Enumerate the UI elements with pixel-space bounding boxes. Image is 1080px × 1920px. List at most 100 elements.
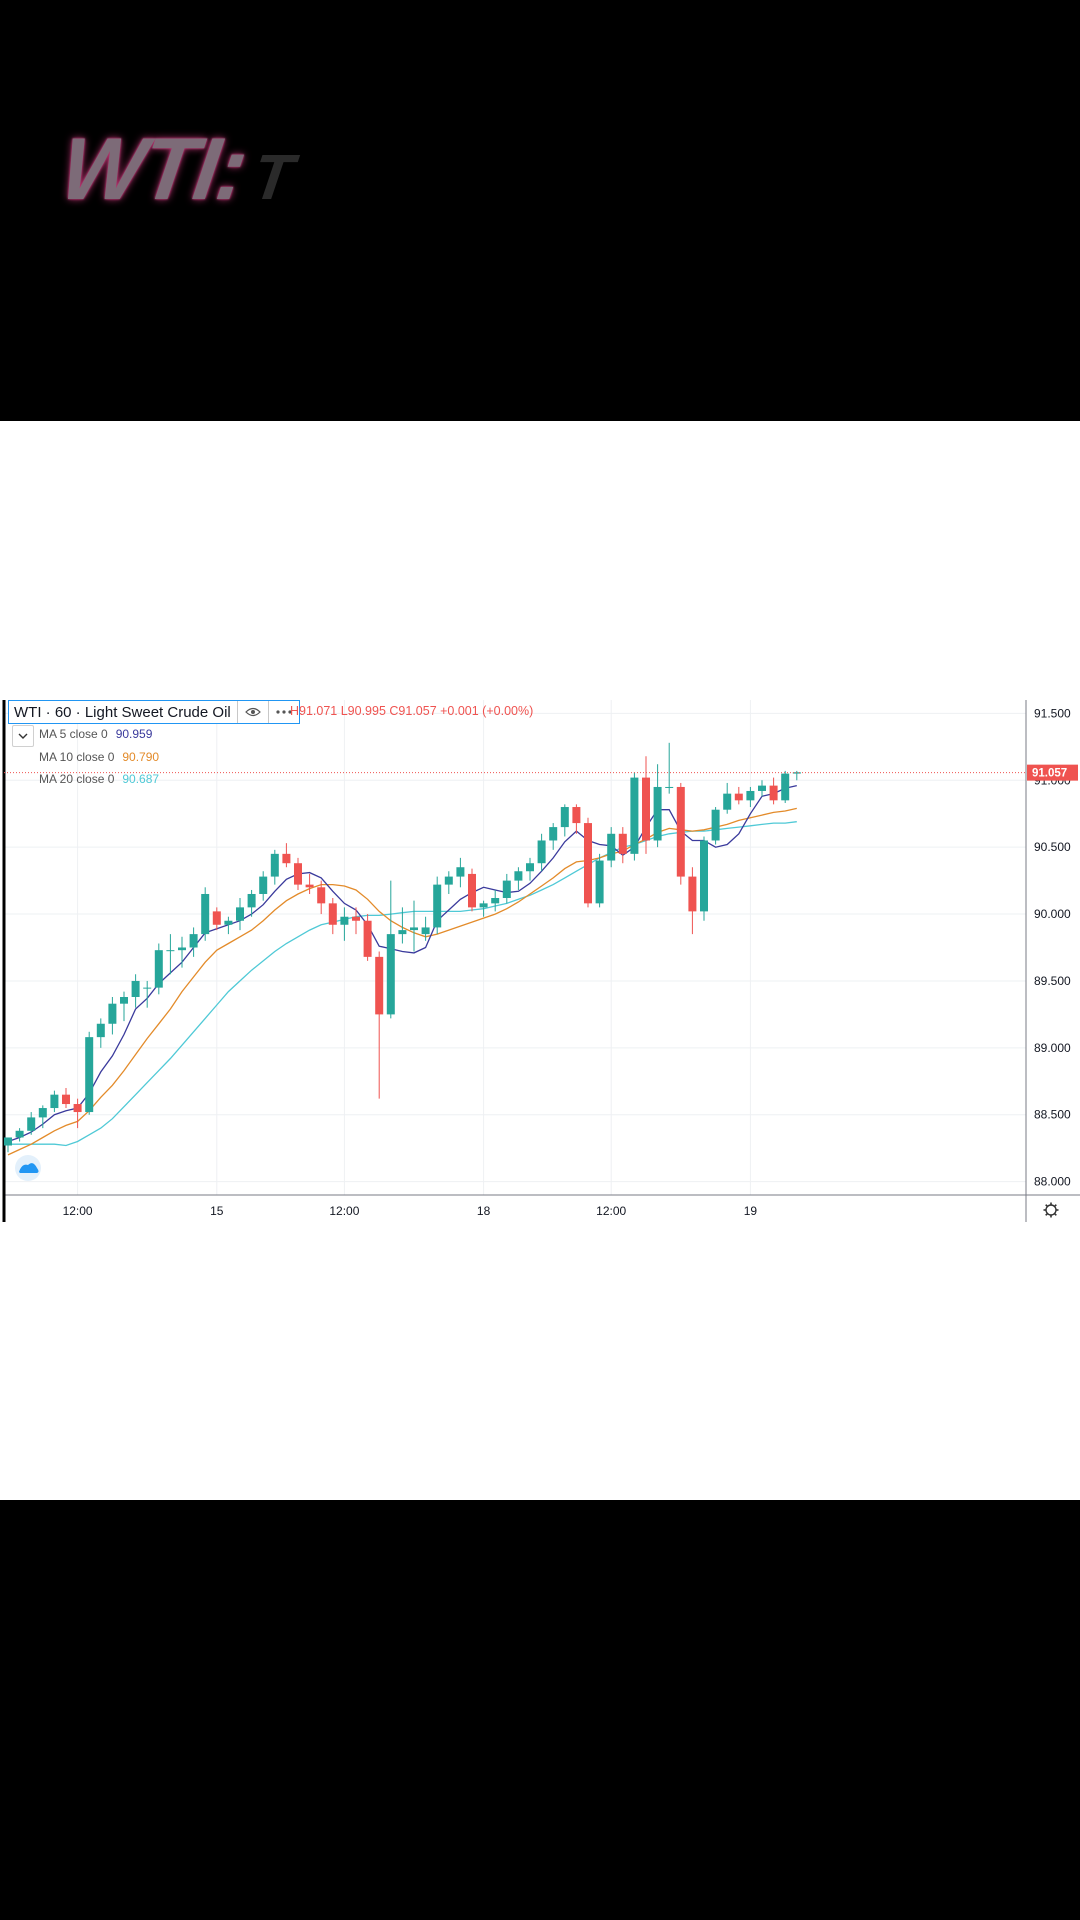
candle [154, 943, 163, 995]
candle-body [769, 785, 778, 801]
candle-body [201, 893, 210, 935]
candle [676, 782, 685, 885]
candle [305, 873, 314, 894]
candle [108, 997, 117, 1035]
candle [468, 868, 476, 912]
chart-area [0, 421, 1080, 1500]
ma20-legend[interactable]: MA 20 close 0 90.687 [39, 772, 159, 786]
eye-icon[interactable] [236, 701, 268, 723]
candle-body [15, 1130, 24, 1138]
candle [781, 770, 790, 804]
last-price-tag [1027, 764, 1078, 781]
candle-body [630, 777, 639, 854]
candle [607, 827, 616, 868]
candle [537, 833, 546, 872]
candle [131, 974, 140, 1008]
candle [456, 857, 465, 888]
candle-body [317, 887, 326, 904]
candle [653, 764, 662, 848]
candle [120, 991, 128, 1022]
candle-body [305, 884, 314, 888]
candle [96, 1018, 105, 1048]
candle-body [560, 807, 569, 828]
y-tick-label: 89.000 [1034, 1041, 1071, 1055]
candle-body [85, 1037, 94, 1113]
candle [317, 880, 326, 915]
candle-body [549, 827, 558, 841]
candle-body [62, 1094, 70, 1105]
candle-body [572, 807, 581, 824]
y-tick-label: 90.000 [1034, 907, 1071, 921]
candle [15, 1128, 24, 1142]
candle-body [294, 863, 302, 885]
ma5-legend[interactable]: MA 5 close 0 90.959 [39, 727, 152, 741]
candle-body [212, 911, 221, 925]
symbol-legend[interactable]: WTI · 60 · Light Sweet Crude Oil [8, 700, 300, 724]
y-tick-label: 90.500 [1034, 840, 1071, 854]
collapse-indicators-button[interactable] [12, 725, 34, 747]
candle [143, 980, 152, 1008]
candle-body [270, 853, 279, 877]
candle [363, 914, 372, 961]
ma20-label: MA 20 close 0 [39, 772, 115, 786]
candle [201, 887, 210, 941]
candle [618, 827, 627, 864]
candle-body [166, 950, 175, 952]
ma10-value: 90.790 [122, 750, 160, 764]
candle-body [224, 920, 233, 925]
candle-body [108, 1003, 117, 1024]
candle-body [38, 1108, 47, 1118]
ohlc-readout: H91.071 L90.995 C91.057 +0.001 (+0.00%) [290, 704, 534, 718]
candle [444, 871, 453, 894]
candle-body [723, 793, 732, 810]
candle [421, 916, 430, 941]
x-tick-label: 12:00 [63, 1204, 93, 1218]
candle [723, 782, 732, 814]
y-tick-label: 91.500 [1034, 706, 1071, 720]
ma10-label: MA 10 close 0 [39, 750, 115, 764]
candle-body [758, 785, 766, 791]
candle [630, 772, 639, 861]
candle-body [154, 950, 163, 988]
candle-body [410, 927, 418, 931]
candle [398, 907, 407, 944]
candle [328, 898, 337, 935]
candle-body [73, 1104, 82, 1113]
x-tick-label: 12:00 [596, 1204, 626, 1218]
candle [688, 867, 697, 935]
candle-body [456, 867, 465, 877]
candle-body [189, 934, 198, 948]
candle-body [502, 880, 511, 898]
more-dots-icon[interactable] [267, 701, 299, 723]
candle-body [479, 903, 488, 908]
candle [270, 849, 279, 885]
x-tick-label: 18 [477, 1204, 491, 1218]
ma5-line [7, 784, 797, 1143]
candle-body [444, 876, 453, 885]
candle [259, 871, 268, 901]
candle-body [526, 863, 534, 872]
candle [236, 898, 244, 931]
candle [386, 880, 395, 1019]
chevron-down-icon [18, 733, 28, 739]
candle [572, 804, 581, 834]
candle-body [375, 956, 384, 1015]
candle-body [386, 934, 395, 1015]
candle-body [584, 823, 592, 904]
top-black-band: WTI:T [0, 0, 1080, 421]
ma10-legend[interactable]: MA 10 close 0 90.790 [39, 750, 159, 764]
candle-body [421, 927, 430, 935]
candle-body [236, 907, 244, 921]
candle [734, 786, 743, 805]
candle [178, 936, 186, 968]
candle [491, 889, 500, 912]
candle [85, 1031, 94, 1115]
candle [514, 867, 523, 890]
candle [560, 804, 569, 837]
candle-body [398, 930, 407, 935]
gear-icon[interactable] [1043, 1202, 1059, 1218]
last-price-label: 91.057 [1032, 768, 1067, 780]
candle-body [537, 840, 546, 864]
symbol-label: WTI · 60 · Light Sweet Crude Oil [14, 703, 231, 721]
